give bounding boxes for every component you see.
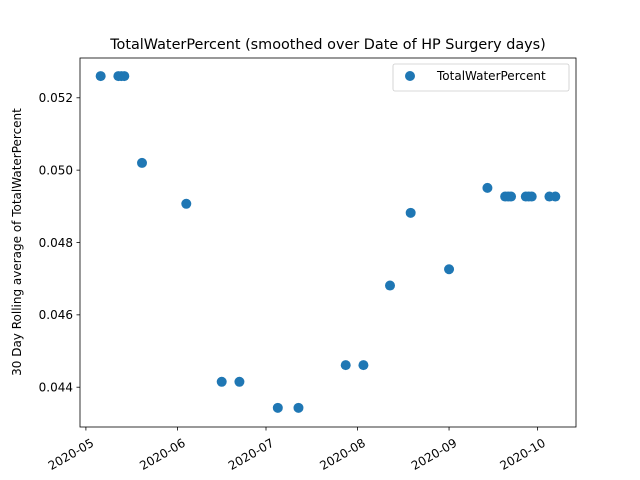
data-point	[358, 360, 369, 371]
chart-title: TotalWaterPercent (smoothed over Date of…	[109, 37, 546, 53]
data-point	[137, 157, 147, 168]
data-point	[216, 376, 227, 387]
y-tick-label: 0.044	[39, 381, 73, 395]
x-tick-label: 2020-10	[497, 436, 547, 473]
data-point	[119, 71, 130, 82]
y-axis-ticks: 0.044 0.046 0.048 0.050 0.052	[39, 91, 80, 395]
y-tick-label: 0.050	[39, 163, 73, 177]
data-point	[340, 360, 351, 371]
x-axis-ticks: 2020-05 2020-06 2020-07 2020-08 2020-09 2020-…	[46, 427, 548, 473]
x-tick-label: 2020-07	[226, 436, 276, 473]
data-point	[293, 402, 304, 413]
data-point	[95, 71, 106, 82]
data-point	[506, 191, 517, 202]
x-tick-label: 2020-05	[46, 436, 96, 473]
legend-label: TotalWaterPercent	[436, 69, 546, 83]
x-tick-label: 2020-06	[137, 436, 187, 473]
data-point	[385, 280, 395, 291]
legend-marker	[405, 71, 415, 81]
y-tick-label: 0.048	[39, 236, 73, 250]
legend-box	[392, 63, 570, 92]
data-points	[95, 71, 561, 413]
data-point	[526, 191, 537, 202]
plot-area-frame	[79, 57, 577, 428]
data-point	[482, 182, 493, 193]
x-tick-label: 2020-09	[409, 436, 459, 473]
y-tick-label: 0.046	[39, 308, 73, 322]
data-point	[181, 198, 192, 209]
y-tick-label: 0.052	[39, 91, 73, 105]
y-axis-label: 30 Day Rolling average of TotalWaterPerc…	[10, 108, 24, 376]
data-point	[444, 264, 455, 275]
legend: TotalWaterPercent	[392, 63, 570, 92]
data-point	[405, 207, 416, 218]
data-point	[550, 191, 561, 202]
data-point	[234, 376, 245, 387]
x-tick-label: 2020-08	[317, 436, 367, 473]
data-point	[272, 402, 283, 413]
